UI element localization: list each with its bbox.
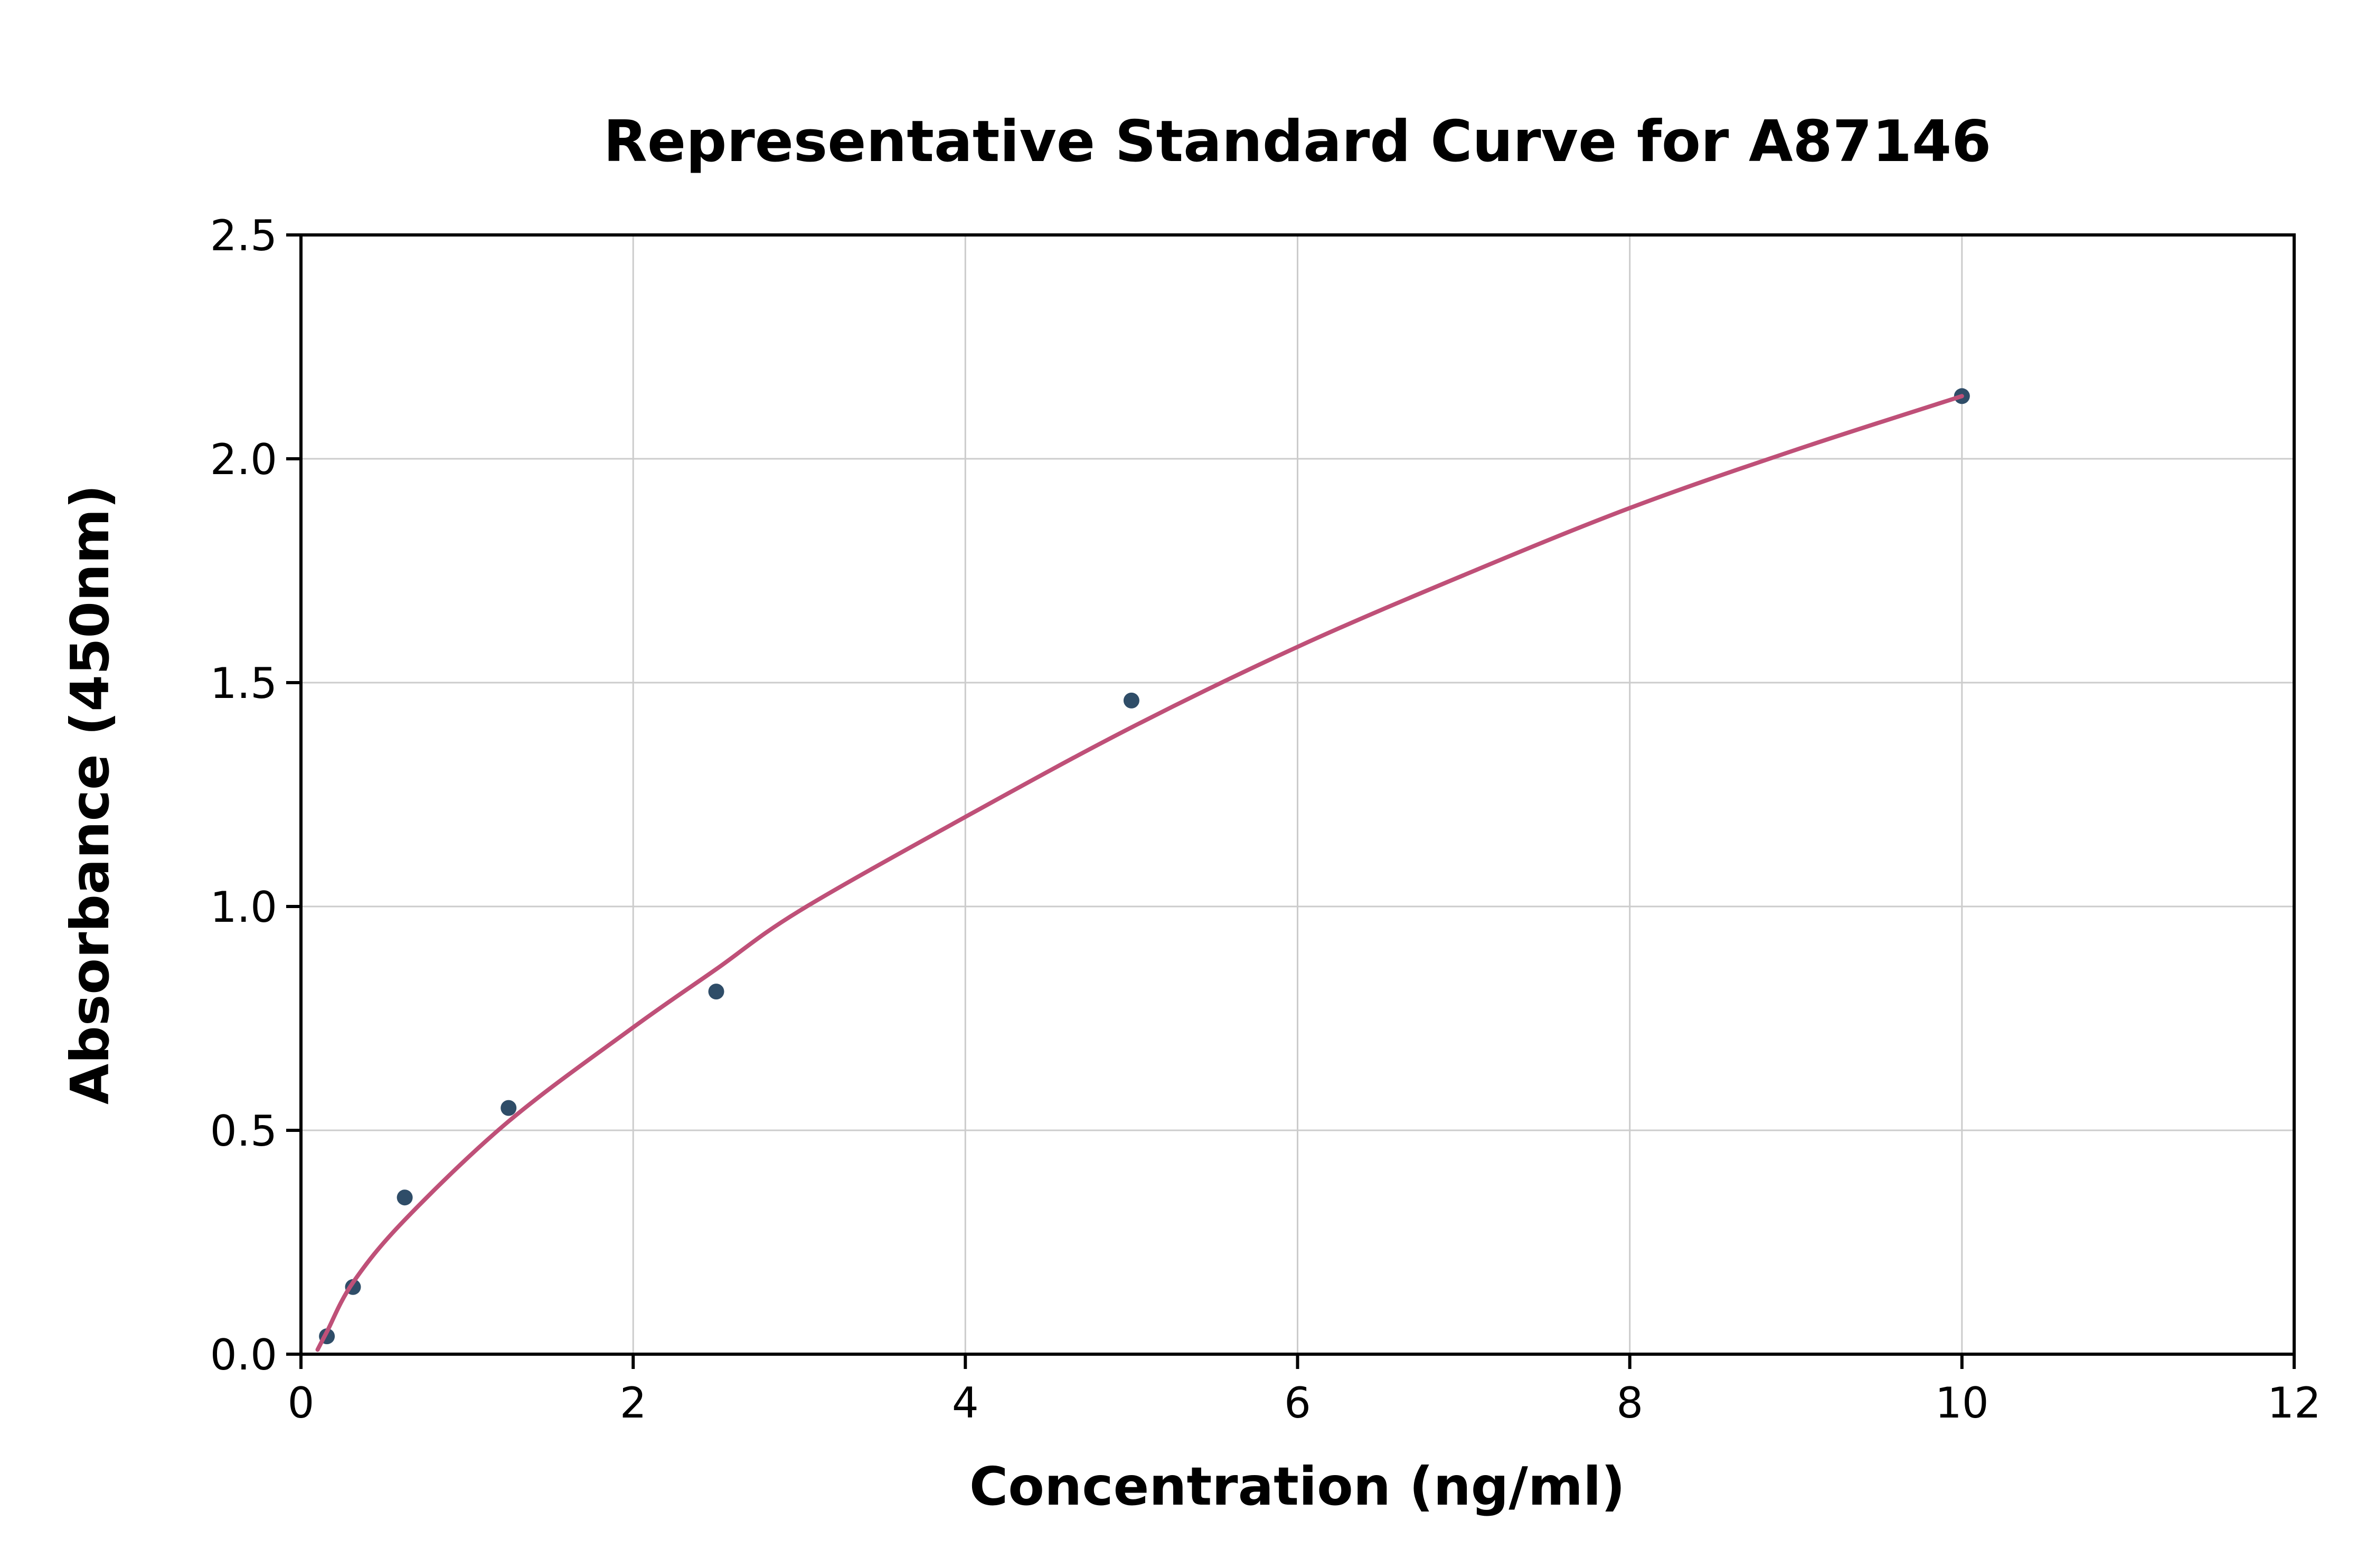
y-tick-label: 2.0 <box>210 435 277 484</box>
plot-border <box>299 233 2296 1356</box>
y-tick-label: 0.0 <box>210 1330 277 1380</box>
fit-curve <box>315 394 1964 1352</box>
x-tick-label: 8 <box>1616 1378 1643 1428</box>
data-point <box>501 1100 517 1116</box>
data-point <box>1123 692 1139 709</box>
y-tick-label: 0.5 <box>210 1107 277 1156</box>
chart-title: Representative Standard Curve for A87146 <box>604 109 1992 175</box>
data-point <box>708 984 724 1000</box>
x-axis-label: Concentration (ng/ml) <box>969 1456 1625 1517</box>
x-tick-label: 4 <box>952 1378 979 1428</box>
grid-layer <box>301 235 2294 1354</box>
x-tick-label: 10 <box>1935 1378 1989 1428</box>
y-tick-label: 2.5 <box>210 211 277 260</box>
y-tick-label: 1.0 <box>210 883 277 932</box>
x-tick-label: 12 <box>2267 1378 2321 1428</box>
y-axis-label: Absorbance (450nm) <box>59 485 121 1104</box>
x-tick-label: 6 <box>1284 1378 1311 1428</box>
series-layer <box>315 388 1970 1352</box>
axis-layer: 0 2 4 6 8 10 12 0.0 0.5 1.0 1.5 2.0 2.5 <box>210 211 2321 1428</box>
y-tick-label: 1.5 <box>210 659 277 708</box>
data-point <box>397 1189 413 1206</box>
x-tick-label: 0 <box>288 1378 315 1428</box>
x-tick-label: 2 <box>620 1378 647 1428</box>
